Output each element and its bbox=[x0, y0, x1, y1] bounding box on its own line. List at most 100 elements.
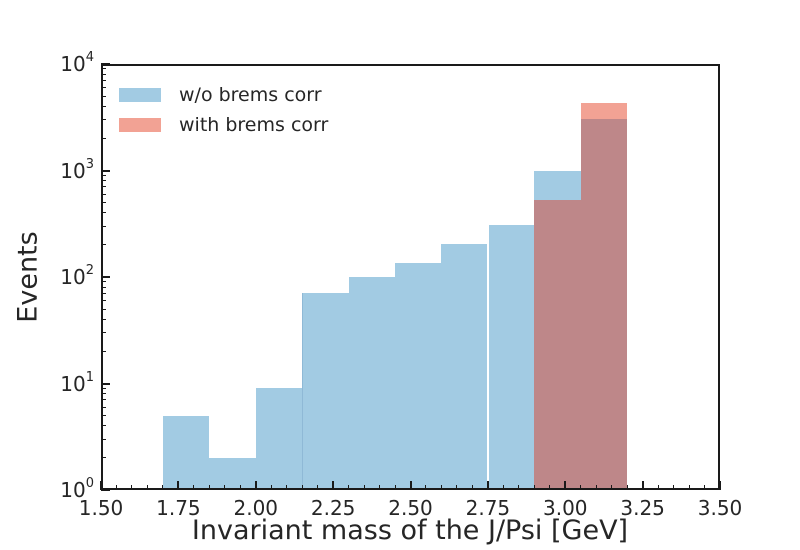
legend: w/o brems corr with brems corr bbox=[119, 80, 328, 140]
x-minor-tick bbox=[688, 485, 690, 490]
x-minor-tick bbox=[363, 485, 365, 490]
hist-bar-overlap bbox=[534, 199, 581, 490]
x-minor-tick bbox=[193, 485, 195, 490]
y-minor-tick bbox=[101, 457, 106, 459]
y-tick-label: 101 bbox=[60, 369, 94, 396]
bin-seam bbox=[487, 224, 489, 490]
y-minor-tick bbox=[101, 225, 106, 227]
x-minor-tick bbox=[286, 485, 288, 490]
y-tick-label: 103 bbox=[60, 156, 94, 183]
bin-seam bbox=[301, 293, 303, 490]
y-minor-tick bbox=[101, 308, 106, 310]
y-minor-tick bbox=[101, 87, 106, 89]
legend-item-with-brems: with brems corr bbox=[119, 110, 328, 140]
x-major-tick bbox=[564, 481, 567, 490]
x-major-tick bbox=[409, 481, 412, 490]
y-minor-tick bbox=[101, 137, 106, 139]
x-minor-tick bbox=[425, 485, 427, 490]
x-tick-label: 1.50 bbox=[78, 496, 124, 520]
y-minor-tick bbox=[101, 281, 106, 283]
x-tick-label: 2.25 bbox=[310, 496, 356, 520]
x-tick-label: 2.00 bbox=[233, 496, 279, 520]
hist-bar-wo-brems bbox=[209, 457, 256, 490]
x-minor-tick bbox=[471, 485, 473, 490]
y-minor-tick bbox=[101, 332, 106, 334]
y-major-tick bbox=[101, 382, 110, 385]
x-minor-tick bbox=[115, 485, 117, 490]
x-minor-tick bbox=[239, 485, 241, 490]
hist-bar-wo-brems bbox=[487, 224, 535, 490]
legend-swatch-blue bbox=[119, 88, 161, 102]
legend-label: w/o brems corr bbox=[179, 84, 322, 106]
x-minor-tick bbox=[394, 485, 396, 490]
x-minor-tick bbox=[611, 485, 613, 490]
plot-area: w/o brems corr with brems corr bbox=[100, 63, 721, 491]
y-minor-tick bbox=[101, 318, 106, 320]
x-major-tick bbox=[719, 481, 721, 490]
y-minor-tick bbox=[101, 79, 106, 81]
y-minor-tick bbox=[101, 119, 106, 121]
y-minor-tick bbox=[101, 202, 106, 204]
legend-swatch-salmon bbox=[119, 118, 161, 132]
x-tick-label: 1.75 bbox=[156, 496, 201, 520]
x-minor-tick bbox=[440, 485, 442, 490]
y-major-tick bbox=[101, 63, 110, 65]
y-minor-tick bbox=[101, 406, 106, 408]
y-minor-tick bbox=[101, 292, 106, 294]
hist-bar-overlap bbox=[580, 118, 628, 490]
y-major-tick bbox=[101, 489, 110, 491]
x-minor-tick bbox=[224, 485, 226, 490]
x-minor-tick bbox=[348, 485, 350, 490]
x-major-tick bbox=[177, 481, 180, 490]
hist-bar-wo-brems bbox=[162, 415, 210, 490]
x-tick-label: 2.50 bbox=[388, 496, 433, 520]
hist-bar-wo-brems bbox=[302, 293, 349, 490]
x-minor-tick bbox=[673, 485, 675, 490]
x-minor-tick bbox=[502, 485, 504, 490]
x-minor-tick bbox=[379, 485, 381, 490]
y-minor-tick bbox=[101, 399, 106, 401]
x-tick-label: 3.25 bbox=[620, 496, 665, 520]
hist-bar-wo-brems bbox=[348, 277, 396, 490]
x-minor-tick bbox=[549, 485, 551, 490]
y-minor-tick bbox=[101, 73, 106, 75]
x-minor-tick bbox=[301, 485, 303, 490]
y-minor-tick bbox=[101, 68, 106, 70]
x-minor-tick bbox=[533, 485, 535, 490]
y-minor-tick bbox=[101, 415, 106, 417]
x-tick-label: 2.75 bbox=[465, 496, 511, 520]
y-minor-tick bbox=[101, 438, 106, 440]
y-minor-tick bbox=[101, 244, 106, 246]
x-major-tick bbox=[332, 481, 335, 490]
y-minor-tick bbox=[101, 286, 106, 288]
x-tick-label: 3.00 bbox=[542, 496, 588, 520]
y-major-tick bbox=[101, 169, 110, 172]
x-minor-tick bbox=[456, 485, 458, 490]
hist-bar-wo-brems bbox=[395, 263, 442, 490]
x-minor-tick bbox=[518, 485, 520, 490]
y-tick-label: 100 bbox=[60, 476, 94, 502]
y-minor-tick bbox=[101, 193, 106, 195]
x-minor-tick bbox=[208, 485, 210, 490]
x-minor-tick bbox=[626, 485, 628, 490]
x-minor-tick bbox=[270, 485, 272, 490]
hist-bar-wo-brems bbox=[441, 243, 488, 490]
x-minor-tick bbox=[580, 485, 582, 490]
y-tick-label: 102 bbox=[60, 263, 94, 289]
x-tick-label: 3.50 bbox=[697, 496, 743, 520]
y-minor-tick bbox=[101, 425, 106, 427]
y-minor-tick bbox=[101, 174, 106, 176]
x-major-tick bbox=[254, 481, 257, 490]
x-major-tick bbox=[486, 481, 489, 490]
x-minor-tick bbox=[162, 485, 164, 490]
y-minor-tick bbox=[101, 393, 106, 395]
y-minor-tick bbox=[101, 180, 106, 182]
x-minor-tick bbox=[595, 485, 597, 490]
x-minor-tick bbox=[704, 485, 706, 490]
x-minor-tick bbox=[131, 485, 133, 490]
y-minor-tick bbox=[101, 350, 106, 352]
y-tick-label: 104 bbox=[60, 50, 94, 76]
y-minor-tick bbox=[101, 212, 106, 214]
x-major-tick bbox=[641, 481, 644, 490]
